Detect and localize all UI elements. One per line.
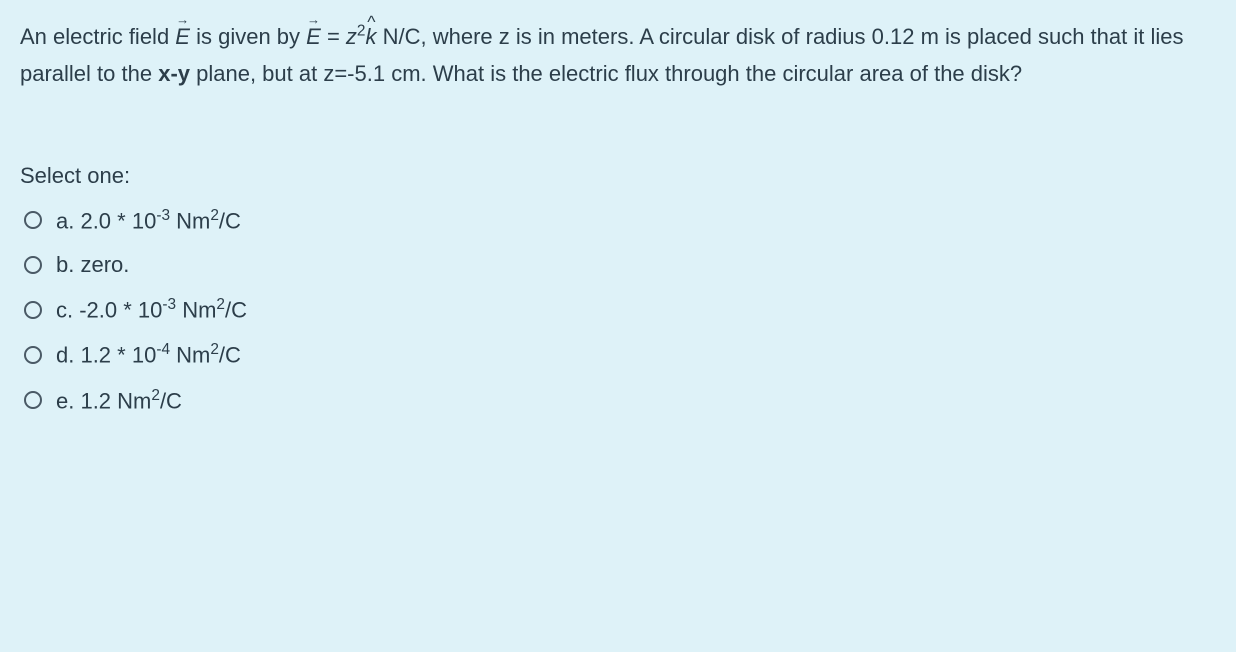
option-a-suffix: /C xyxy=(219,208,241,233)
option-c-suffix: /C xyxy=(225,297,247,322)
option-a-sup2: 2 xyxy=(210,207,219,224)
radio-icon xyxy=(24,301,42,319)
option-d-suffix: /C xyxy=(219,343,241,368)
option-c-text: c. -2.0 * 10-3 Nm2/C xyxy=(56,296,247,323)
radio-icon xyxy=(24,211,42,229)
option-d-mid: Nm xyxy=(170,343,210,368)
option-e-text: e. 1.2 Nm2/C xyxy=(56,387,182,414)
option-c-prefix: c. -2.0 * 10 xyxy=(56,297,162,322)
question-text: An electric field E is given by E = z2k … xyxy=(20,18,1216,93)
z-var: z xyxy=(346,24,357,49)
options-group: a. 2.0 * 10-3 Nm2/C b. zero. c. -2.0 * 1… xyxy=(20,207,1216,414)
vector-e-2: E xyxy=(306,18,321,55)
option-e[interactable]: e. 1.2 Nm2/C xyxy=(20,387,1216,414)
question-part4: plane, but at z=-5.1 cm. What is the ele… xyxy=(190,61,1022,86)
option-d-prefix: d. 1.2 * 10 xyxy=(56,343,156,368)
option-d-sup1: -4 xyxy=(156,341,170,358)
equals: = xyxy=(321,24,346,49)
option-d-text: d. 1.2 * 10-4 Nm2/C xyxy=(56,341,241,368)
option-c-sup2: 2 xyxy=(216,296,225,313)
option-b-text: b. zero. xyxy=(56,252,129,278)
option-b[interactable]: b. zero. xyxy=(20,252,1216,278)
option-e-prefix: e. 1.2 Nm xyxy=(56,388,151,413)
radio-icon xyxy=(24,346,42,364)
z-exp: 2 xyxy=(357,23,366,40)
xy-bold: x-y xyxy=(158,61,190,86)
option-e-sup2: 2 xyxy=(151,387,160,404)
radio-icon xyxy=(24,256,42,274)
option-a-mid: Nm xyxy=(170,208,210,233)
option-a[interactable]: a. 2.0 * 10-3 Nm2/C xyxy=(20,207,1216,234)
option-e-suffix: /C xyxy=(160,388,182,413)
option-d[interactable]: d. 1.2 * 10-4 Nm2/C xyxy=(20,341,1216,368)
option-a-sup1: -3 xyxy=(156,207,170,224)
radio-icon xyxy=(24,391,42,409)
k-hat: k xyxy=(365,18,376,55)
vector-e-1: E xyxy=(175,18,190,55)
option-c-sup1: -3 xyxy=(162,296,176,313)
question-part2: is given by xyxy=(190,24,306,49)
option-d-sup2: 2 xyxy=(210,341,219,358)
option-c[interactable]: c. -2.0 * 10-3 Nm2/C xyxy=(20,296,1216,323)
option-c-mid: Nm xyxy=(176,297,216,322)
select-one-prompt: Select one: xyxy=(20,163,1216,189)
option-a-prefix: a. 2.0 * 10 xyxy=(56,208,156,233)
option-a-text: a. 2.0 * 10-3 Nm2/C xyxy=(56,207,241,234)
question-part1: An electric field xyxy=(20,24,175,49)
